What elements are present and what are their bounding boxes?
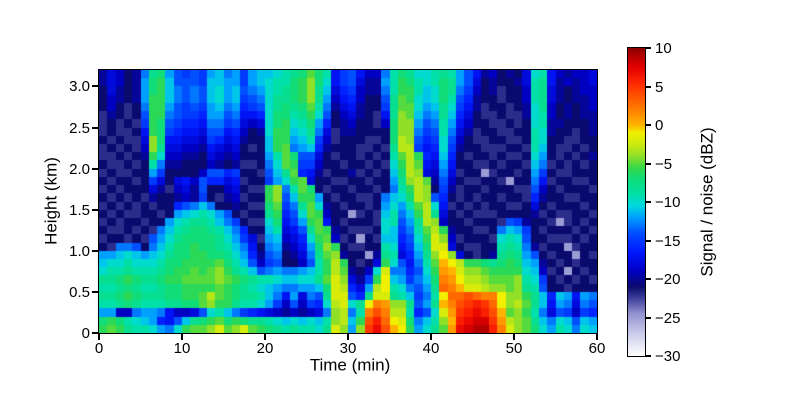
colorbar-tick — [646, 278, 651, 280]
x-tick — [181, 334, 183, 340]
heatmap-canvas — [99, 70, 597, 333]
colorbar-tick-label: 5 — [655, 78, 664, 96]
x-tick-label: 50 — [505, 340, 523, 357]
colorbar-tick-label: −30 — [655, 348, 681, 365]
colorbar-tick-label: −5 — [655, 155, 673, 173]
x-tick — [596, 334, 598, 340]
colorbar-tick — [646, 201, 651, 203]
x-tick — [430, 334, 432, 340]
colorbar-tick — [646, 162, 651, 165]
colorbar-tick-label: 0 — [655, 117, 664, 134]
y-tick — [92, 85, 98, 88]
colorbar-tick-label: −25 — [655, 309, 681, 327]
y-tick — [92, 290, 98, 293]
y-tick-label: 2.5 — [69, 119, 90, 137]
colorbar-tick — [646, 124, 651, 126]
colorbar — [627, 47, 646, 357]
x-tick-label: 60 — [588, 340, 606, 357]
y-tick-label: 0 — [81, 325, 90, 342]
colorbar-tick — [646, 239, 651, 242]
y-tick — [92, 249, 98, 252]
colorbar-tick-label: −10 — [655, 194, 681, 211]
y-tick-label: 2.0 — [69, 160, 90, 178]
y-tick — [92, 208, 98, 211]
colorbar-gradient-canvas — [628, 48, 645, 356]
x-tick-label: 10 — [173, 340, 191, 357]
y-axis-label: Height (km) — [41, 157, 61, 245]
y-tick — [92, 332, 98, 334]
colorbar-tick — [646, 47, 651, 49]
x-tick — [264, 334, 266, 340]
y-tick-label: 1.0 — [69, 242, 90, 260]
plot-area — [98, 69, 598, 334]
colorbar-label: Signal / noise (dBZ) — [697, 127, 717, 277]
x-tick — [98, 334, 100, 340]
x-tick-label: 0 — [94, 340, 104, 357]
y-tick — [92, 126, 98, 129]
colorbar-tick — [646, 355, 651, 357]
x-tick — [347, 334, 349, 340]
colorbar-tick-label: −15 — [655, 232, 681, 250]
x-tick-label: 30 — [339, 340, 357, 357]
y-tick-label: 0.5 — [69, 283, 90, 301]
x-tick-label: 20 — [256, 340, 274, 357]
x-tick-label: 40 — [422, 340, 440, 357]
y-tick-label: 1.5 — [69, 201, 90, 219]
y-tick-label: 3.0 — [69, 78, 90, 96]
colorbar-tick — [646, 316, 651, 319]
colorbar-tick — [646, 85, 651, 88]
y-tick — [92, 167, 98, 170]
colorbar-tick-label: 10 — [655, 40, 672, 57]
x-axis-label: Time (min) — [309, 355, 391, 375]
colorbar-tick-label: −20 — [655, 271, 681, 288]
x-tick — [513, 334, 515, 340]
